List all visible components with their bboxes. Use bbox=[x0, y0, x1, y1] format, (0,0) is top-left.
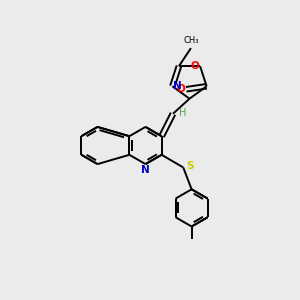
Text: O: O bbox=[176, 84, 185, 94]
Text: CH₃: CH₃ bbox=[184, 36, 199, 45]
Text: S: S bbox=[186, 161, 194, 171]
Text: O: O bbox=[190, 61, 199, 70]
Text: N: N bbox=[173, 81, 182, 91]
Text: N: N bbox=[141, 165, 150, 175]
Text: H: H bbox=[179, 108, 186, 118]
